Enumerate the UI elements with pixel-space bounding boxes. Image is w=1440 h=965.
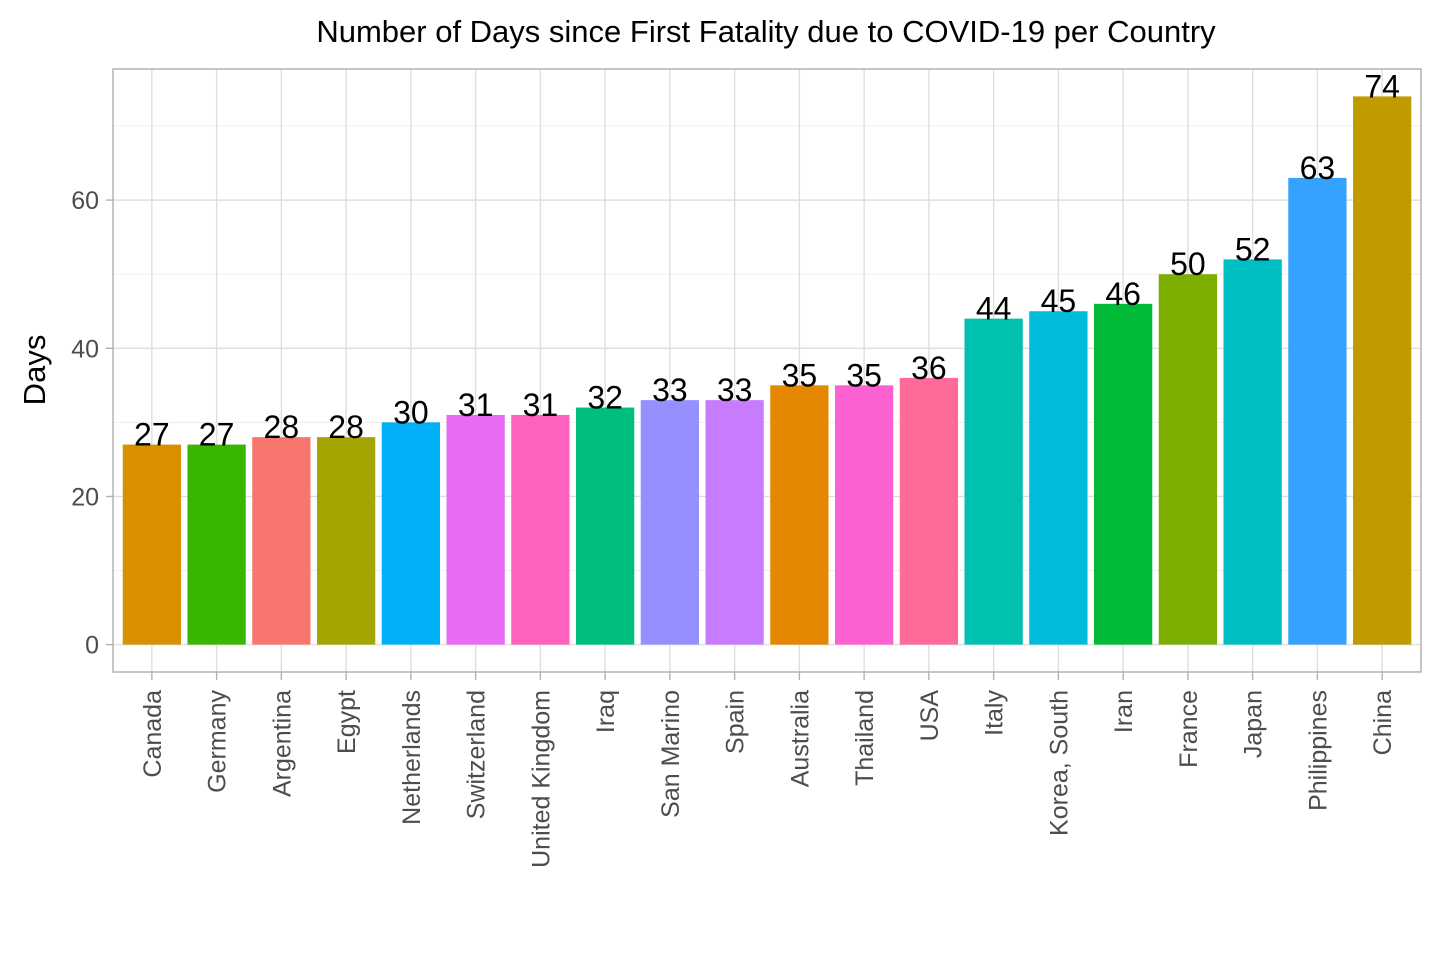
x-tick-label: Japan [1240,690,1268,758]
bar-value-label: 27 [134,417,170,453]
x-tick-label: Argentina [268,690,296,797]
bar-value-label: 35 [846,357,882,393]
bar [1288,177,1347,645]
bar-value-label: 74 [1364,68,1400,104]
y-tick-label: 20 [71,483,99,511]
x-tick-label: Canada [139,690,167,778]
x-tick-label: Italy [981,690,1009,736]
bar-value-label: 52 [1235,231,1271,267]
bar [252,437,311,645]
bar-value-label: 35 [782,357,818,393]
bar [511,414,570,645]
y-axis: 0 20 40 60 [71,187,113,660]
bar-value-label: 28 [328,409,364,445]
bar [1094,303,1153,645]
bar-value-label: 31 [523,387,559,423]
x-tick-label: Egypt [333,690,361,754]
x-tick-label: Germany [204,690,232,793]
x-tick-label: Australia [786,690,814,787]
bar [381,422,440,645]
x-tick-label: Philippines [1304,690,1332,811]
x-tick-label: United Kingdom [527,690,555,868]
bar-value-label: 30 [393,394,429,430]
bar-value-label: 46 [1105,276,1141,312]
bar [1353,96,1412,645]
bar-value-label: 31 [458,387,494,423]
panel-border [112,68,1422,673]
bar-value-label: 27 [199,417,235,453]
bar [834,385,894,645]
x-tick-label: Switzerland [463,690,491,819]
bar [1158,274,1218,645]
y-tick-label: 0 [85,632,99,660]
bar [1223,259,1282,645]
y-axis-title: Days [17,335,52,406]
x-tick-label: USA [916,690,944,742]
bar [575,407,635,645]
bar-value-label: 32 [587,380,623,416]
bar [640,400,700,645]
y-tick-label: 40 [71,335,99,363]
x-axis: Canada Germany Argentina Egypt Netherlands Sw… [139,672,1397,868]
chart-title: Number of Days since First Fatality due … [316,14,1216,49]
x-tick-label: China [1369,690,1397,755]
y-tick-label: 60 [71,187,99,215]
bar [705,400,764,645]
bar [899,377,959,645]
x-tick-label: Korea, South [1045,690,1073,836]
x-tick-label: San Marino [657,690,685,818]
bar [964,318,1023,645]
bar-value-label: 44 [976,291,1012,327]
bar [1029,311,1088,645]
bars-group [122,96,1412,645]
x-tick-label: Netherlands [398,690,426,825]
x-tick-label: Iraq [592,690,620,733]
bar-value-label: 50 [1170,246,1206,282]
x-tick-label: France [1175,690,1203,768]
x-tick-label: Spain [722,690,750,754]
bar-value-label: 33 [652,372,688,408]
bar-value-label: 45 [1041,283,1077,319]
bar [187,444,246,645]
bar [316,437,376,645]
bar [770,385,829,645]
bar-value-label: 28 [264,409,300,445]
bar-value-label: 33 [717,372,753,408]
bar [122,444,181,645]
data-labels-group: 27 27 28 28 30 31 31 32 33 33 35 35 36 44 45 46 50 52 63 74 [134,68,1400,452]
bar-value-label: 63 [1300,150,1336,186]
bar-value-label: 36 [911,350,947,386]
x-tick-label: Thailand [851,690,879,786]
bar [446,414,505,645]
x-tick-label: Iran [1110,690,1138,733]
